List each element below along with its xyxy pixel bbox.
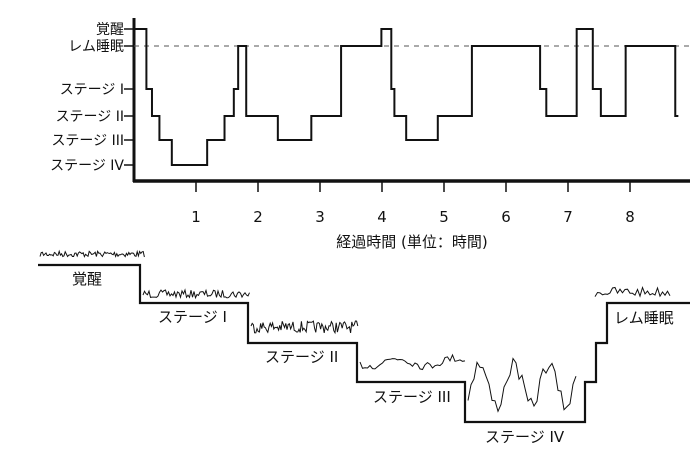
eeg-trace-stage2 (250, 320, 359, 335)
stair-label-stage1: ステージ I (158, 308, 227, 326)
hypnogram-line (134, 28, 679, 166)
y-tick-label: ステージ I (60, 82, 124, 98)
x-tick-label: 7 (563, 208, 573, 226)
x-tick-label: 1 (191, 208, 201, 226)
stair-label-stage3: ステージ III (373, 388, 451, 406)
y-tick-label: ステージ II (56, 109, 124, 125)
staircase-line (38, 263, 690, 424)
eeg-trace-stage1 (142, 288, 250, 300)
y-tick-label: ステージ III (51, 133, 124, 149)
stair-label-stage2: ステージ II (265, 348, 338, 366)
stair-label-rem: レム睡眠 (614, 309, 674, 327)
stair-label-wake: 覚醒 (72, 270, 102, 288)
x-tick-label: 3 (315, 208, 325, 226)
y-tick-label: レム睡眠 (68, 39, 124, 55)
x-tick-label: 6 (501, 208, 511, 226)
eeg-trace-rem (594, 285, 671, 298)
x-tick-label: 4 (377, 208, 387, 226)
x-tick-label: 2 (253, 208, 263, 226)
y-tick-label: 覚醒 (96, 22, 124, 38)
eeg-trace-stage4 (467, 357, 577, 413)
stair-label-stage4: ステージ IV (485, 428, 565, 446)
eeg-staircase: 覚醒 ステージ I ステージ II ステージ III ステージ IV レム睡眠 (38, 249, 690, 446)
y-tick-label: ステージ IV (50, 158, 124, 174)
x-tick-label: 8 (625, 208, 635, 226)
x-axis-label: 経過時間 (単位：時間) (336, 233, 487, 251)
eeg-trace-wake (39, 249, 145, 258)
x-tick-label: 5 (439, 208, 449, 226)
eeg-trace-stage3 (359, 353, 466, 371)
